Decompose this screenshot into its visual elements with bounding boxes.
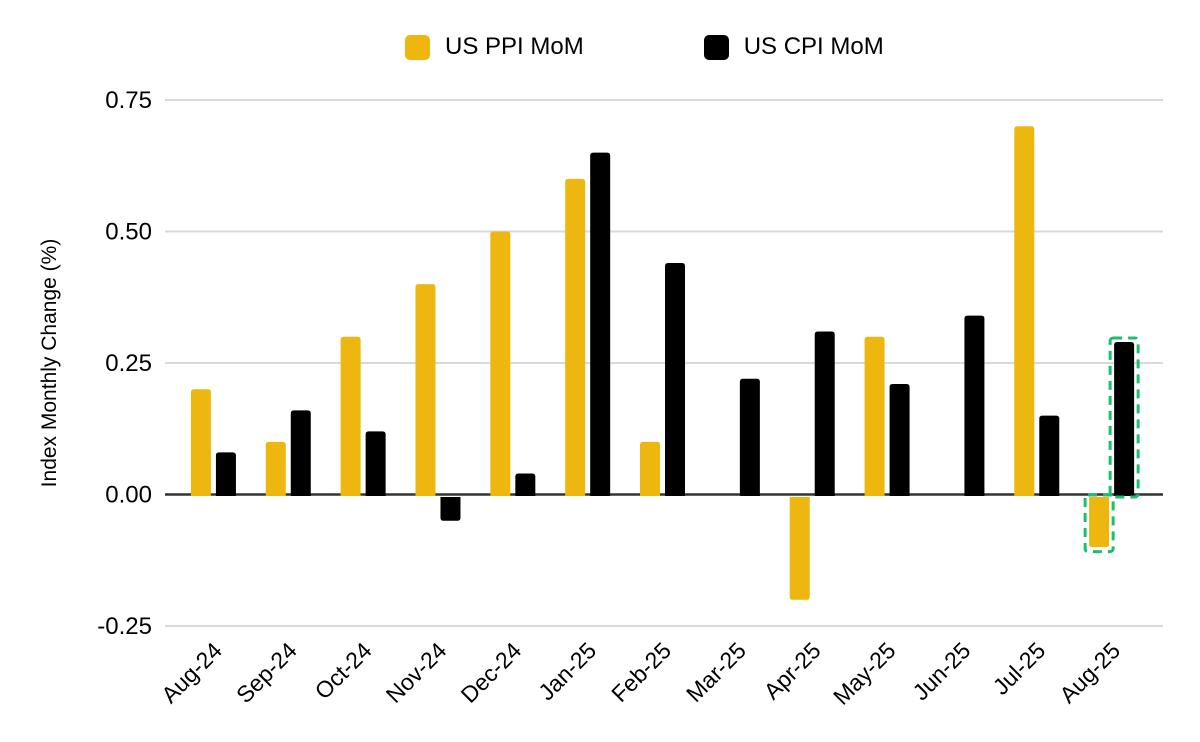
y-tick-label--0.25: -0.25 bbox=[97, 613, 152, 640]
bar-cpi-sep-24 bbox=[290, 410, 311, 496]
bar-ppi-may-25 bbox=[864, 336, 885, 496]
y-tick-label-0.50: 0.50 bbox=[105, 219, 152, 246]
bar-cpi-jun-25 bbox=[964, 315, 985, 496]
highlight-outline-cpi-aug-25 bbox=[1108, 336, 1140, 499]
bar-cpi-nov-24 bbox=[440, 497, 461, 521]
bar-ppi-oct-24 bbox=[340, 336, 361, 496]
bar-ppi-apr-25 bbox=[789, 497, 810, 600]
x-axis-label-mar-25: Mar-25 bbox=[681, 637, 751, 707]
x-axis-label-jan-25: Jan-25 bbox=[533, 637, 601, 705]
x-axis-label-sep-24: Sep-24 bbox=[231, 637, 302, 708]
bar-ppi-aug-25 bbox=[1089, 497, 1110, 548]
highlight-outline-ppi-aug-25 bbox=[1083, 493, 1115, 554]
bar-cpi-mar-25 bbox=[739, 378, 760, 496]
bar-cpi-dec-24 bbox=[515, 473, 536, 496]
bar-ppi-feb-25 bbox=[640, 441, 661, 496]
x-axis-label-may-25: May-25 bbox=[828, 637, 901, 710]
y-tick-label-0.25: 0.25 bbox=[105, 350, 152, 377]
bar-ppi-dec-24 bbox=[490, 231, 511, 496]
x-axis-label-feb-25: Feb-25 bbox=[606, 637, 676, 707]
x-axis-label-aug-25: Aug-25 bbox=[1054, 637, 1125, 708]
bar-cpi-oct-24 bbox=[365, 431, 386, 496]
legend-label-cpi: US CPI MoM bbox=[743, 33, 884, 60]
legend-swatch-ppi bbox=[405, 34, 430, 60]
legend-label-ppi: US PPI MoM bbox=[445, 33, 584, 60]
legend: US PPI MoM US CPI MoM bbox=[405, 33, 884, 61]
x-axis-label-aug-24: Aug-24 bbox=[156, 637, 227, 708]
bar-ppi-nov-24 bbox=[415, 284, 436, 496]
bar-cpi-aug-25 bbox=[1114, 341, 1135, 496]
bar-ppi-aug-24 bbox=[190, 389, 211, 496]
bar-cpi-feb-25 bbox=[665, 263, 686, 496]
legend-item-cpi: US CPI MoM bbox=[703, 33, 884, 61]
x-axis-label-apr-25: Apr-25 bbox=[759, 637, 826, 704]
y-tick-label-0.00: 0.00 bbox=[105, 482, 152, 509]
y-tick-label-0.75: 0.75 bbox=[105, 87, 152, 114]
x-axis-label-jun-25: Jun-25 bbox=[907, 637, 975, 705]
x-axis-label-oct-24: Oct-24 bbox=[309, 637, 376, 704]
x-axis-label-nov-24: Nov-24 bbox=[381, 637, 452, 708]
x-axis-label-dec-24: Dec-24 bbox=[456, 637, 527, 708]
legend-item-ppi: US PPI MoM bbox=[405, 33, 584, 61]
bar-cpi-aug-24 bbox=[215, 452, 236, 496]
bar-cpi-apr-25 bbox=[814, 331, 835, 496]
bar-cpi-may-25 bbox=[889, 384, 910, 496]
bar-cpi-jul-25 bbox=[1039, 415, 1060, 496]
legend-swatch-cpi bbox=[703, 34, 729, 60]
x-axis-label-jul-25: Jul-25 bbox=[988, 637, 1051, 700]
bar-ppi-jan-25 bbox=[565, 178, 586, 496]
bar-ppi-sep-24 bbox=[265, 441, 286, 496]
bar-cpi-jan-25 bbox=[590, 152, 611, 496]
bar-ppi-jul-25 bbox=[1014, 126, 1035, 497]
